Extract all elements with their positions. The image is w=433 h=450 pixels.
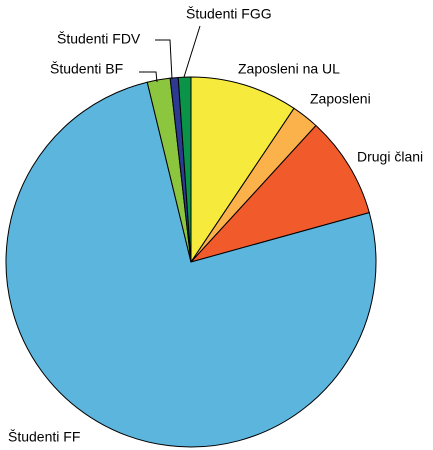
pie-slice [190,76,295,264]
pie-slice [177,76,192,263]
slice-label: Drugi člani [357,149,423,165]
slice-label: Študenti FGG [186,6,272,22]
pie-slice [189,124,370,263]
slice-label: Študenti FF [8,429,80,445]
leader-line [139,71,158,83]
pie-slice [5,81,377,448]
slice-label: Zaposleni [310,91,371,107]
slice-label: Zaposleni na UL [238,61,340,77]
slice-label: Študenti BF [50,61,123,77]
leader-line [155,39,173,80]
slice-label: Študenti FDV [57,31,141,47]
leader-line [183,25,201,78]
